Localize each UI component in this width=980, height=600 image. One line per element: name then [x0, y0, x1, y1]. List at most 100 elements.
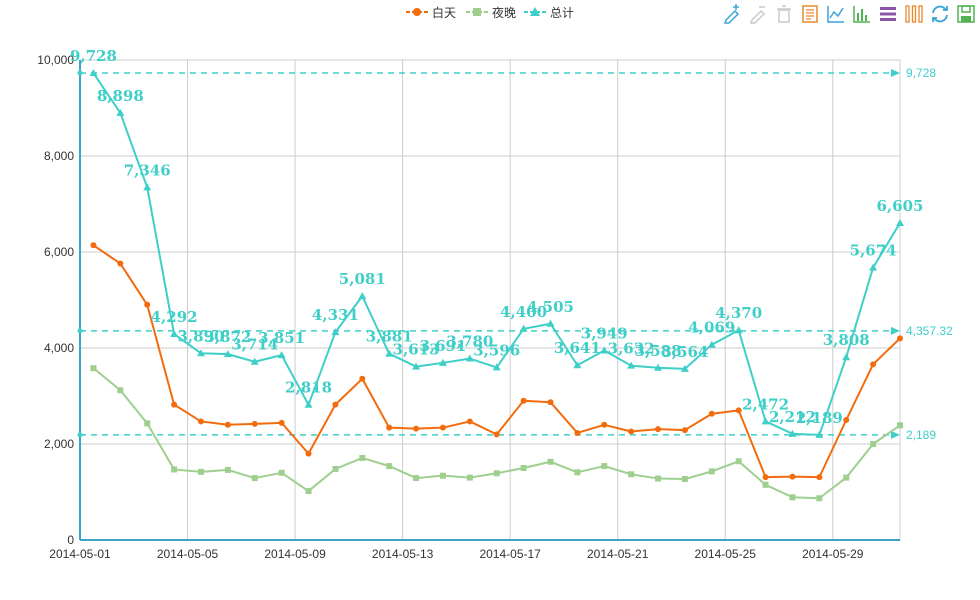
- point-total: [116, 108, 125, 116]
- data-label-total: 5,081: [339, 270, 386, 288]
- data-label-total: 3,691: [419, 337, 466, 355]
- legend-total-marker-icon: [524, 7, 546, 16]
- point-night: [601, 463, 608, 470]
- point-total: [277, 351, 286, 359]
- point-night: [789, 494, 796, 501]
- data-label-total: 3,881: [366, 328, 413, 346]
- data-label-total: 3,641: [554, 339, 601, 357]
- data-label-total: 3,851: [258, 329, 305, 347]
- x-tick-label: 2014-05-05: [157, 547, 219, 561]
- point-day: [359, 375, 366, 382]
- toolbox: [718, 2, 978, 26]
- point-day: [224, 421, 231, 428]
- save-image-button[interactable]: [954, 2, 978, 26]
- data-label-total: 3,613: [393, 341, 440, 359]
- refresh-icon: [932, 5, 948, 23]
- data-label-total: 3,596: [473, 341, 520, 359]
- bar-chart-icon: [853, 6, 870, 23]
- point-night: [520, 465, 527, 471]
- point-total: [412, 362, 421, 370]
- x-tick-label: 2014-05-01: [49, 547, 111, 561]
- point-total: [842, 353, 851, 361]
- point-day: [655, 426, 662, 433]
- bar-chart-button[interactable]: [850, 2, 874, 26]
- point-day: [843, 417, 850, 423]
- point-total: [788, 429, 797, 437]
- point-day: [816, 474, 823, 481]
- mark-undo-button[interactable]: [746, 2, 770, 26]
- data-label-total: 4,331: [312, 306, 359, 324]
- data-label-total: 2,189: [796, 409, 843, 427]
- point-night: [762, 481, 769, 488]
- point-total: [519, 324, 528, 332]
- point-day: [601, 421, 608, 428]
- point-total: [304, 400, 313, 408]
- point-day: [251, 420, 258, 427]
- tiled-button[interactable]: [902, 2, 926, 26]
- mark-line-arrow: [891, 430, 900, 439]
- data-label-total: 4,292: [151, 308, 198, 326]
- data-label-total: 4,505: [527, 298, 574, 316]
- save-image-icon: [957, 5, 975, 23]
- point-night: [628, 471, 635, 478]
- point-day: [197, 418, 204, 425]
- point-night: [278, 469, 285, 476]
- mark-icon: [723, 4, 740, 24]
- grid: [79, 59, 901, 541]
- y-tick-label: 6,000: [44, 245, 74, 259]
- stack-button[interactable]: [876, 2, 900, 26]
- data-label-total: 6,605: [877, 197, 924, 215]
- mark-button[interactable]: [720, 2, 744, 26]
- point-night: [655, 475, 662, 482]
- data-label-total: 3,780: [446, 333, 493, 351]
- mark-undo-icon: [749, 6, 766, 24]
- data-label-total: 2,212: [769, 408, 816, 426]
- data-label-total: 8,898: [97, 87, 144, 105]
- data-label-total: 3,808: [823, 331, 870, 349]
- point-day: [171, 401, 178, 408]
- legend-item-night[interactable]: 夜晚: [466, 4, 516, 20]
- point-day: [332, 401, 339, 408]
- point-night: [870, 441, 877, 447]
- point-total: [627, 361, 636, 369]
- legend: 白天 夜晚 总计: [0, 4, 980, 20]
- point-night: [359, 454, 366, 461]
- data-label-total: 3,872: [204, 328, 251, 346]
- data-label-total: 3,564: [661, 343, 708, 361]
- point-night: [466, 474, 473, 481]
- point-day: [870, 361, 877, 368]
- point-night: [816, 495, 823, 502]
- x-tick-label: 2014-05-25: [695, 547, 757, 561]
- line-chart-button[interactable]: [824, 2, 848, 26]
- point-total: [492, 363, 501, 371]
- point-night: [224, 466, 231, 473]
- point-day: [574, 429, 581, 436]
- tiled-icon: [905, 5, 923, 23]
- data-label-total: 5,674: [850, 242, 897, 260]
- data-label-total: 9,728: [70, 47, 117, 65]
- point-day: [520, 397, 527, 404]
- point-day: [90, 242, 97, 249]
- point-night: [897, 422, 903, 429]
- point-day: [681, 427, 688, 434]
- point-day: [762, 474, 769, 481]
- legend-night-label: 夜晚: [492, 5, 517, 20]
- mark-clear-button[interactable]: [772, 2, 796, 26]
- x-tick-label: 2014-05-09: [264, 547, 326, 561]
- point-night: [171, 466, 178, 473]
- data-view-icon: [802, 5, 818, 23]
- point-day: [547, 399, 554, 406]
- data-view-button[interactable]: [798, 2, 822, 26]
- point-total: [654, 363, 663, 371]
- point-total: [761, 417, 770, 425]
- point-night: [197, 468, 204, 475]
- legend-item-day[interactable]: 白天: [406, 4, 456, 20]
- point-total: [438, 358, 447, 366]
- mark-line-arrow: [891, 326, 900, 335]
- point-day: [628, 428, 635, 435]
- legend-item-total[interactable]: 总计: [524, 4, 574, 20]
- point-total: [707, 340, 716, 348]
- stack-icon: [880, 7, 896, 21]
- point-day: [305, 450, 312, 457]
- refresh-button[interactable]: [928, 2, 952, 26]
